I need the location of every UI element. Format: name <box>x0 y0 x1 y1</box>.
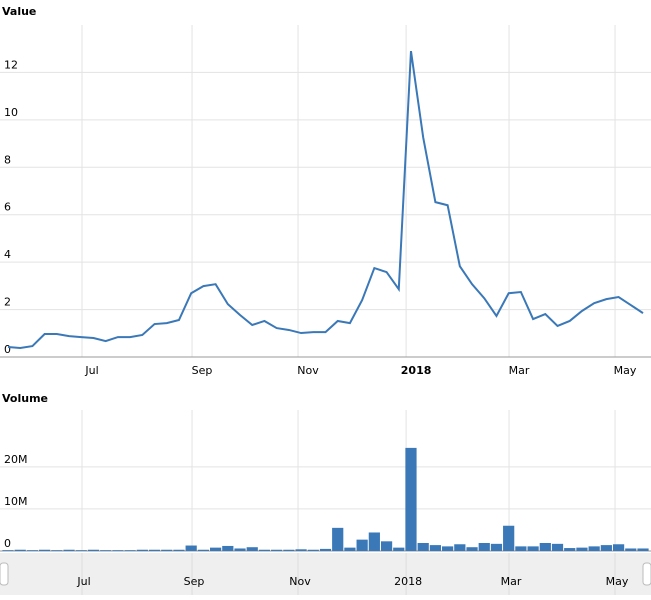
scrollbar-label: May <box>606 575 629 588</box>
bar <box>197 549 209 551</box>
bar <box>2 550 14 551</box>
x-tick-label: Sep <box>192 364 213 377</box>
bar <box>307 549 319 551</box>
chart-title: Volume <box>2 392 48 405</box>
bar <box>63 549 75 551</box>
bar <box>209 547 222 551</box>
bar <box>319 548 332 551</box>
bar <box>222 545 234 551</box>
scrollbar-label: 2018 <box>394 575 422 588</box>
bar <box>527 546 539 551</box>
bar <box>356 539 368 551</box>
x-tick-label: Mar <box>509 364 530 377</box>
bar <box>234 548 246 551</box>
bar <box>478 543 490 551</box>
scrollbar-label: Jul <box>76 575 90 588</box>
bar <box>124 550 136 551</box>
bar <box>380 541 393 551</box>
bar <box>612 544 625 551</box>
chart-title: Value <box>2 5 36 18</box>
bar <box>271 549 283 551</box>
y-tick-label: 10M <box>4 495 28 508</box>
bar <box>466 547 478 551</box>
x-tick-label: Jul <box>84 364 98 377</box>
y-tick-label: 2 <box>4 296 11 309</box>
y-tick-label: 8 <box>4 153 11 166</box>
bar <box>246 547 258 551</box>
y-tick-label: 0 <box>4 537 11 550</box>
bar <box>295 549 307 551</box>
bar <box>625 548 637 551</box>
bar <box>332 527 344 551</box>
bar <box>490 543 503 551</box>
bar <box>75 550 87 551</box>
scrollbar[interactable] <box>0 553 651 595</box>
bar <box>14 549 26 551</box>
scrollbar-label: Sep <box>184 575 205 588</box>
bar <box>368 532 380 551</box>
bar <box>258 549 271 551</box>
bar <box>112 550 124 551</box>
x-tick-label: Nov <box>297 364 319 377</box>
bar <box>185 545 197 551</box>
y-tick-label: 6 <box>4 201 11 214</box>
y-tick-label: 0 <box>4 343 11 356</box>
bar <box>503 525 515 551</box>
scroll-handle[interactable] <box>0 562 9 586</box>
bar <box>539 543 551 551</box>
bar <box>87 549 100 551</box>
x-tick-label: 2018 <box>401 364 432 377</box>
bar <box>442 546 454 551</box>
bar <box>161 549 173 551</box>
bar <box>51 550 63 551</box>
line <box>7 50 644 349</box>
bar <box>551 543 564 551</box>
bar <box>405 447 417 551</box>
y-tick-label: 12 <box>4 58 18 71</box>
bar <box>429 545 442 551</box>
bar <box>173 549 185 551</box>
bar <box>148 549 161 551</box>
bar <box>39 549 51 551</box>
x-tick-label: May <box>614 364 637 377</box>
scrollbar-label: Mar <box>501 575 522 588</box>
bar <box>564 548 576 551</box>
scrollbar-label: Nov <box>289 575 311 588</box>
bar <box>588 546 600 551</box>
bar <box>283 549 295 551</box>
bar <box>417 543 429 551</box>
bar <box>344 547 356 551</box>
bar <box>26 550 39 551</box>
y-tick-label: 10 <box>4 106 18 119</box>
bar <box>454 544 466 551</box>
y-tick-label: 4 <box>4 248 11 261</box>
y-tick-label: 20M <box>4 453 28 466</box>
scroll-handle[interactable] <box>642 562 651 586</box>
bar <box>393 547 405 551</box>
bar <box>637 548 649 551</box>
bar <box>136 549 148 551</box>
bar <box>576 547 588 551</box>
bar <box>600 545 612 551</box>
bar <box>100 550 112 551</box>
bar <box>515 546 527 551</box>
